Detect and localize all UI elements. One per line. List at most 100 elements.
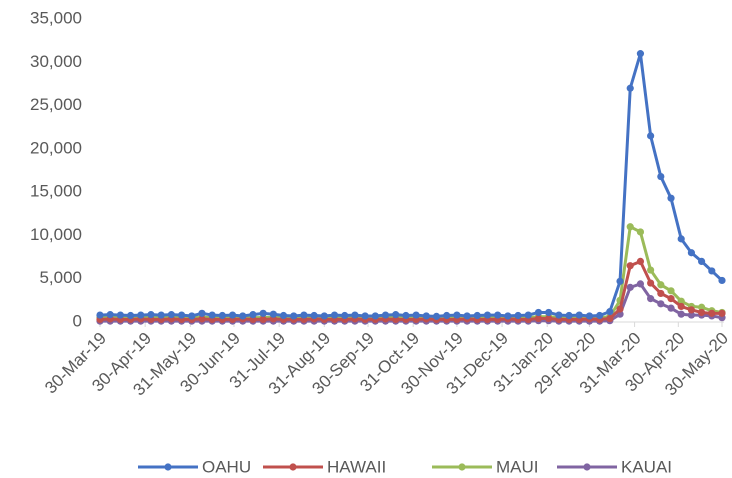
point xyxy=(259,315,267,324)
point xyxy=(371,312,379,320)
point xyxy=(545,308,553,317)
point xyxy=(616,277,624,285)
point xyxy=(504,312,512,320)
point xyxy=(667,194,675,202)
point xyxy=(687,311,696,319)
point xyxy=(422,312,430,320)
point xyxy=(677,297,685,305)
point xyxy=(228,311,237,319)
point xyxy=(351,311,359,319)
point xyxy=(606,314,614,323)
point xyxy=(677,235,685,243)
point xyxy=(585,312,594,320)
point xyxy=(320,312,328,320)
point xyxy=(188,312,196,320)
point xyxy=(463,312,471,320)
point xyxy=(341,311,349,320)
legend-marker xyxy=(164,463,172,471)
point xyxy=(677,310,685,318)
point xyxy=(432,312,441,320)
y-tick-label: 15,000 xyxy=(30,182,82,201)
legend-label: KAUAI xyxy=(621,457,672,476)
point xyxy=(269,310,277,318)
point xyxy=(300,311,308,319)
y-tick-label: 35,000 xyxy=(30,8,82,27)
point xyxy=(177,311,186,319)
point xyxy=(708,267,716,275)
point xyxy=(636,228,645,236)
y-tick-label: 20,000 xyxy=(30,138,82,157)
point xyxy=(626,262,634,270)
point xyxy=(290,312,298,320)
point xyxy=(708,309,716,317)
point xyxy=(534,314,543,323)
point xyxy=(657,172,665,181)
point xyxy=(514,311,522,320)
point xyxy=(106,311,114,319)
point xyxy=(657,281,665,289)
point xyxy=(330,311,339,319)
point xyxy=(310,311,318,320)
point xyxy=(698,303,706,311)
point xyxy=(606,308,614,316)
point xyxy=(626,283,634,291)
point xyxy=(239,312,247,320)
point xyxy=(687,306,696,314)
point xyxy=(259,309,267,317)
legend-label: MAUI xyxy=(496,457,539,476)
point xyxy=(647,132,655,140)
point xyxy=(636,280,645,288)
point xyxy=(208,311,216,319)
point xyxy=(575,311,583,319)
point xyxy=(147,311,155,319)
point xyxy=(402,311,410,320)
point xyxy=(361,312,369,320)
legend-label: OAHU xyxy=(202,457,251,476)
point xyxy=(249,311,257,319)
y-tick-label: 25,000 xyxy=(30,95,82,114)
point xyxy=(565,311,573,320)
point xyxy=(443,311,451,320)
point xyxy=(412,311,420,319)
legend-marker xyxy=(458,463,466,471)
point xyxy=(667,295,675,303)
point xyxy=(116,311,124,319)
point xyxy=(392,311,400,319)
legend-marker xyxy=(583,463,591,471)
point xyxy=(96,311,104,319)
point xyxy=(698,308,706,317)
point xyxy=(687,249,696,257)
point xyxy=(626,223,634,231)
point xyxy=(667,287,675,295)
point xyxy=(279,311,288,320)
point xyxy=(483,311,492,319)
point xyxy=(718,276,726,285)
point xyxy=(667,304,675,312)
point xyxy=(626,84,634,92)
y-tick-label: 0 xyxy=(73,311,82,330)
point xyxy=(636,257,645,265)
point xyxy=(596,311,604,320)
point xyxy=(381,311,390,319)
y-tick-label: 5,000 xyxy=(39,268,82,287)
point xyxy=(698,257,706,265)
point xyxy=(473,311,481,320)
point xyxy=(647,279,655,287)
point xyxy=(167,311,175,319)
point xyxy=(453,311,461,319)
point xyxy=(657,300,665,308)
point xyxy=(657,289,665,298)
point xyxy=(534,308,543,317)
point xyxy=(647,266,655,274)
y-tick-label: 10,000 xyxy=(30,225,82,244)
point xyxy=(494,311,502,319)
legend-label: HAWAII xyxy=(327,457,386,476)
point xyxy=(677,302,685,311)
point xyxy=(545,314,553,323)
point xyxy=(198,309,206,317)
point xyxy=(647,295,655,303)
point xyxy=(718,309,726,317)
point xyxy=(616,305,624,313)
point xyxy=(198,315,206,323)
